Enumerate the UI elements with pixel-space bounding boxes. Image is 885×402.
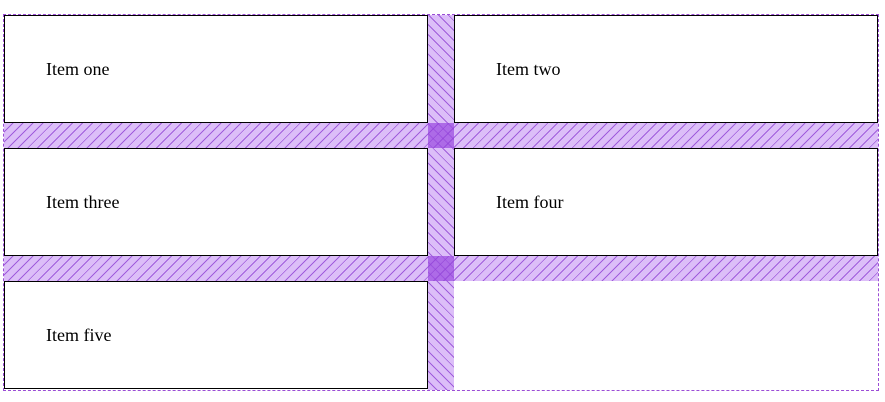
grid-item: Item five (4, 281, 428, 389)
gap-intersection (428, 123, 454, 148)
column-gap-overlay (428, 15, 454, 390)
grid-item: Item four (454, 148, 878, 256)
grid-item: Item two (454, 15, 878, 123)
grid-container: Item one Item two Item three Item four I… (3, 14, 879, 391)
grid-item-label: Item two (496, 59, 561, 79)
grid-item: Item one (4, 15, 428, 123)
grid-item-label: Item four (496, 192, 564, 212)
grid-item: Item three (4, 148, 428, 256)
grid-item-label: Item one (46, 59, 110, 79)
gap-intersection (428, 256, 454, 281)
grid-item-label: Item three (46, 192, 120, 212)
grid-item-label: Item five (46, 325, 112, 345)
